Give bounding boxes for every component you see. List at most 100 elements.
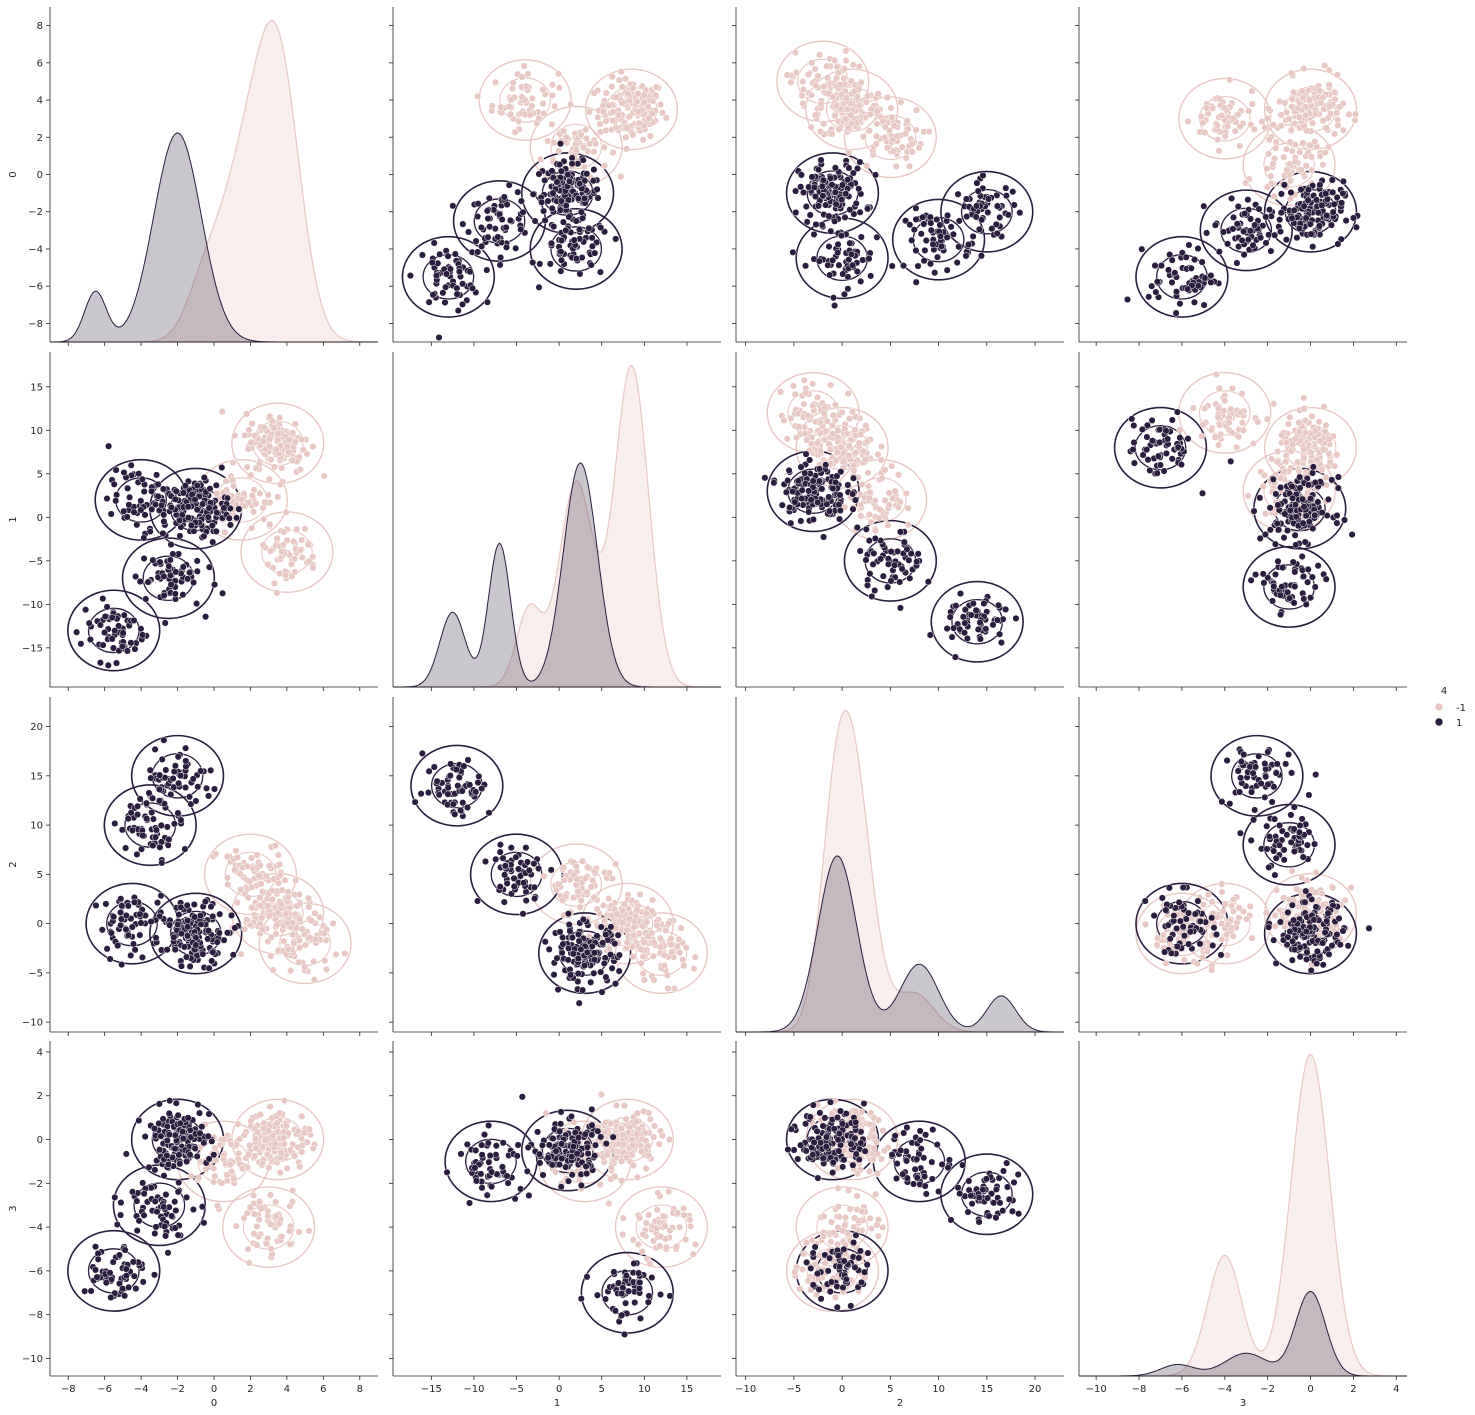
scatter-point <box>1351 116 1359 124</box>
scatter-point <box>863 581 872 589</box>
scatter-point <box>1260 579 1268 587</box>
scatter-point <box>582 135 591 143</box>
scatter-point <box>624 90 632 98</box>
scatter-point <box>167 541 175 549</box>
scatter-point <box>105 442 113 450</box>
scatter-point <box>1240 227 1248 235</box>
scatter-point <box>593 932 601 940</box>
scatter-point <box>1271 911 1279 920</box>
scatter-point <box>984 195 993 203</box>
scatter-point <box>124 902 132 910</box>
scatter-point <box>554 986 562 994</box>
scatter-point <box>876 505 884 514</box>
scatter-point <box>1171 269 1179 277</box>
scatter-point <box>825 493 833 501</box>
scatter-point <box>868 592 876 601</box>
scatter-point <box>1328 176 1336 184</box>
scatter-point <box>1291 582 1299 591</box>
kde-contour <box>550 226 603 272</box>
scatter-point <box>1156 426 1164 434</box>
scatter-point <box>1256 494 1264 502</box>
scatter-point <box>1321 148 1329 157</box>
scatter-point <box>1278 583 1286 591</box>
scatter-point <box>926 631 934 639</box>
scatter-point <box>803 436 811 444</box>
scatter-point <box>572 217 580 225</box>
scatter-point <box>634 89 642 98</box>
scatter-point <box>514 188 522 196</box>
scatter-point <box>598 988 606 996</box>
scatter-point <box>298 553 306 561</box>
scatter-point <box>517 197 525 205</box>
scatter-point <box>268 895 277 903</box>
scatter-point <box>249 508 258 516</box>
scatter-point <box>870 549 878 557</box>
scatter-point <box>233 514 241 522</box>
scatter-point <box>1215 248 1223 256</box>
scatter-point <box>1220 104 1228 112</box>
scatter-point <box>1230 895 1238 904</box>
scatter-point <box>805 508 813 516</box>
scatter-point <box>248 492 256 500</box>
scatter-point <box>1315 87 1324 95</box>
scatter-point <box>906 574 914 582</box>
scatter-point <box>156 558 164 566</box>
scatter-point <box>888 113 896 121</box>
scatter-point <box>517 225 525 233</box>
scatter-point <box>159 485 167 493</box>
scatter-point <box>881 134 889 142</box>
scatter-point <box>814 202 823 210</box>
scatter-point <box>170 820 178 828</box>
scatter-point <box>621 75 630 83</box>
scatter-point <box>914 262 922 270</box>
scatter-point <box>1208 966 1216 974</box>
scatter-point <box>804 412 812 420</box>
scatter-point <box>127 951 135 960</box>
scatter-point <box>1203 104 1211 112</box>
scatter-point <box>816 465 824 473</box>
scatter-point <box>267 456 275 464</box>
scatter-point <box>125 501 133 509</box>
scatter-point <box>591 140 600 148</box>
scatter-point <box>786 503 794 512</box>
scatter-point <box>888 462 896 470</box>
scatter-point <box>449 202 457 210</box>
scatter-point <box>668 948 676 956</box>
scatter-point <box>663 971 671 979</box>
scatter-point <box>453 290 461 298</box>
scatter-point <box>1299 139 1307 147</box>
scatter-point <box>232 847 240 855</box>
scatter-point <box>556 206 564 214</box>
scatter-point <box>926 260 935 268</box>
scatter-point <box>522 888 530 896</box>
scatter-point <box>553 178 561 186</box>
scatter-point <box>177 772 185 780</box>
scatter-point <box>590 148 598 156</box>
scatter-point <box>101 612 109 621</box>
scatter-point <box>530 883 539 891</box>
scatter-point <box>1216 421 1224 429</box>
scatter-point <box>783 71 791 79</box>
scatter-point <box>1277 122 1285 130</box>
scatter-point <box>1152 288 1160 296</box>
scatter-point <box>863 162 871 170</box>
scatter-point <box>921 246 929 254</box>
scatter-point <box>1338 199 1346 207</box>
scatter-point <box>170 933 178 941</box>
scatter-point <box>192 797 200 805</box>
scatter-point <box>812 81 820 89</box>
scatter-point <box>849 261 857 269</box>
scatter-point <box>209 948 217 956</box>
scatter-point <box>273 589 281 597</box>
scatter-point <box>811 192 820 201</box>
scatter-point <box>820 409 828 417</box>
scatter-point <box>255 872 263 880</box>
scatter-point <box>573 875 581 884</box>
scatter-point <box>1235 914 1243 922</box>
y-tick-label: 15 <box>30 771 43 782</box>
scatter-point <box>1224 122 1232 131</box>
scatter-point <box>608 73 616 81</box>
scatter-points-hue-pos1 <box>73 442 243 669</box>
scatter-point <box>879 117 887 125</box>
scatter-point <box>460 762 468 770</box>
